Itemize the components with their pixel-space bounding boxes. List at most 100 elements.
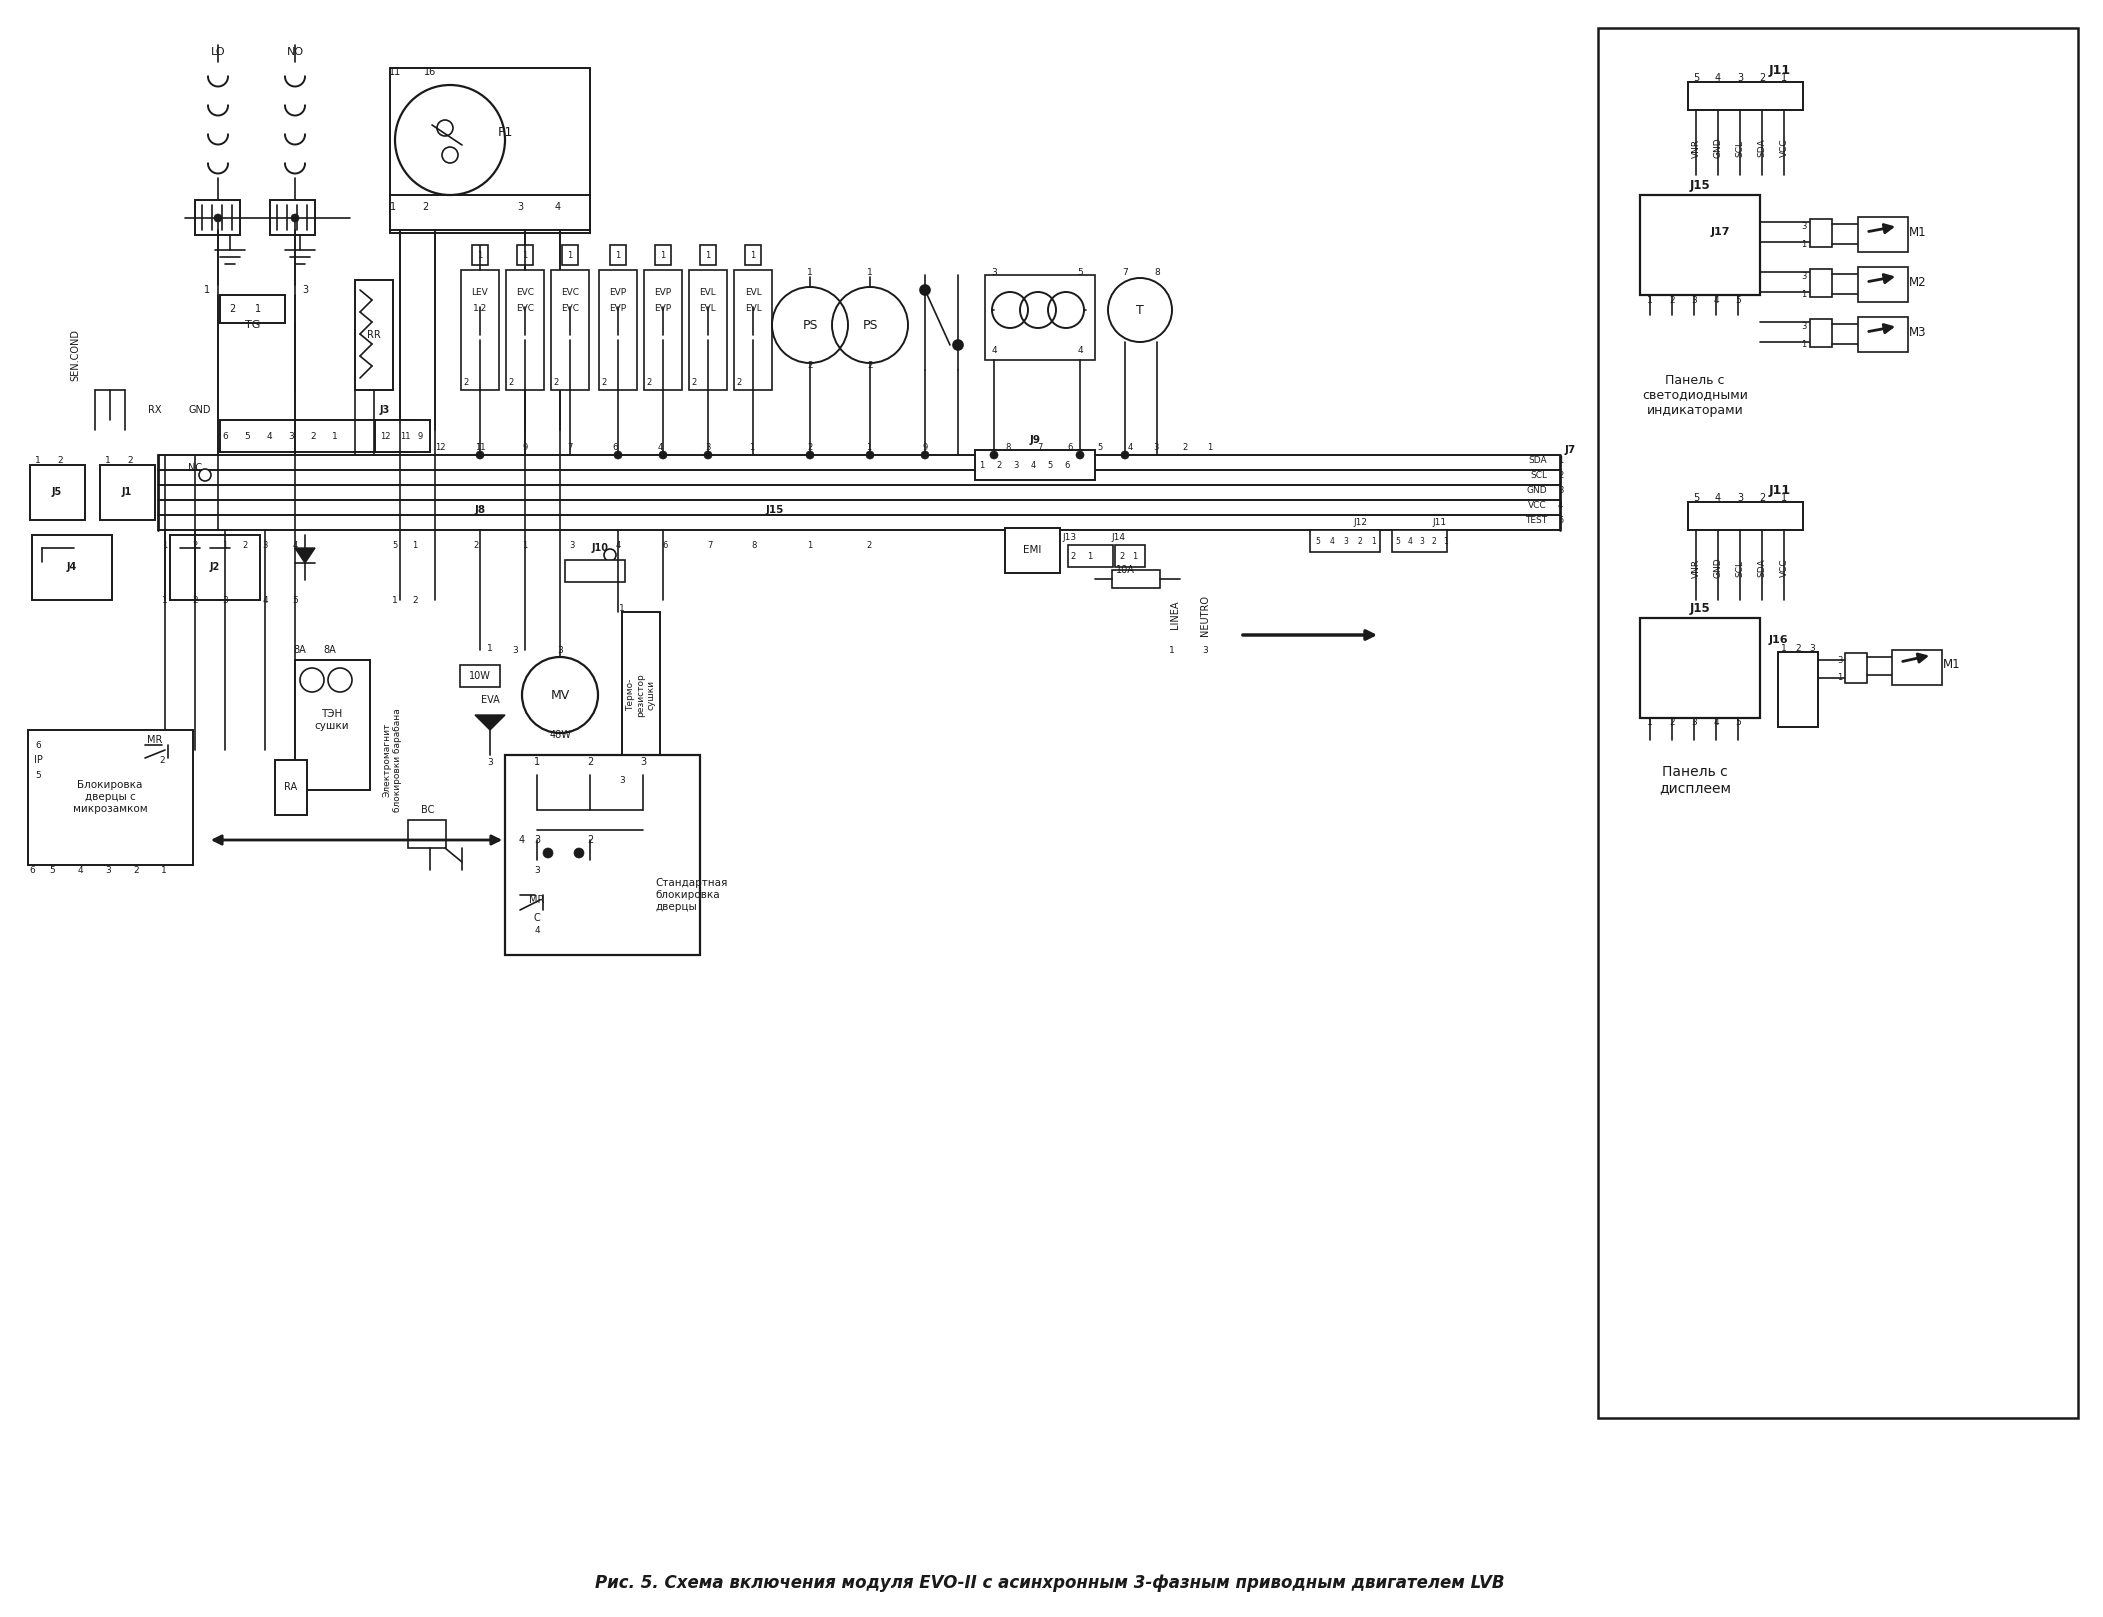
Text: M2: M2 <box>1910 275 1926 288</box>
Bar <box>32 535 111 600</box>
Text: 8A: 8A <box>324 645 336 655</box>
Text: 2: 2 <box>1670 296 1674 304</box>
Circle shape <box>200 469 210 480</box>
Text: 3: 3 <box>1420 537 1424 545</box>
Text: 3: 3 <box>534 865 540 875</box>
Text: 2: 2 <box>1670 718 1674 726</box>
Text: EVA: EVA <box>482 695 498 705</box>
Text: 4: 4 <box>267 432 271 440</box>
Text: GND: GND <box>189 404 210 416</box>
Bar <box>374 420 429 453</box>
Text: 2: 2 <box>736 377 742 386</box>
Text: EVL: EVL <box>700 288 717 296</box>
Circle shape <box>1121 451 1129 459</box>
Text: 3: 3 <box>1691 718 1697 726</box>
Text: 4: 4 <box>534 925 540 935</box>
Bar <box>976 450 1096 480</box>
Text: 6: 6 <box>612 443 618 451</box>
Text: 1: 1 <box>488 644 492 653</box>
Text: 1: 1 <box>749 443 755 451</box>
Circle shape <box>866 451 875 459</box>
Text: MR: MR <box>147 736 162 745</box>
Text: 4: 4 <box>1714 493 1720 503</box>
Bar <box>1777 652 1817 728</box>
Text: PS: PS <box>862 319 877 331</box>
Text: 5: 5 <box>1735 296 1741 304</box>
Text: 3: 3 <box>705 443 711 451</box>
Text: IP: IP <box>34 755 42 765</box>
Text: 6: 6 <box>29 865 36 875</box>
Bar <box>461 270 498 390</box>
Text: 2: 2 <box>692 377 696 386</box>
Text: M1: M1 <box>1910 225 1926 238</box>
Text: 1: 1 <box>477 251 482 259</box>
Text: 2: 2 <box>587 834 593 846</box>
Bar <box>389 68 591 233</box>
Circle shape <box>290 213 299 222</box>
Text: 4: 4 <box>991 346 997 354</box>
Circle shape <box>475 451 484 459</box>
Text: 1: 1 <box>1781 73 1788 82</box>
Text: 12: 12 <box>381 432 391 440</box>
Text: 1: 1 <box>36 456 40 464</box>
Bar <box>221 294 286 323</box>
Text: VNR: VNR <box>1691 558 1701 577</box>
Text: 5: 5 <box>1098 443 1102 451</box>
Text: 3: 3 <box>488 757 492 766</box>
Bar <box>408 820 446 847</box>
Bar <box>1112 571 1161 589</box>
Polygon shape <box>475 715 505 729</box>
Text: 2: 2 <box>473 540 479 550</box>
Text: 5: 5 <box>36 770 40 779</box>
Text: 3: 3 <box>517 202 524 212</box>
Text: 2: 2 <box>808 443 812 451</box>
Text: 10W: 10W <box>469 671 490 681</box>
Text: 8: 8 <box>751 540 757 550</box>
Text: 16: 16 <box>425 66 435 78</box>
Bar <box>196 201 240 234</box>
Text: SDA: SDA <box>1758 139 1767 157</box>
Text: 1: 1 <box>866 443 871 451</box>
Text: 2: 2 <box>57 456 63 464</box>
Text: SCL: SCL <box>1531 471 1548 480</box>
Text: Панель с
дисплеем: Панель с дисплеем <box>1659 765 1731 796</box>
Text: 2: 2 <box>423 202 429 212</box>
Text: 12: 12 <box>435 443 446 451</box>
Bar <box>551 270 589 390</box>
Text: 4: 4 <box>1714 73 1720 82</box>
Text: J17: J17 <box>1710 226 1731 238</box>
Bar <box>562 246 578 265</box>
Text: EVC: EVC <box>562 304 578 312</box>
Circle shape <box>658 451 667 459</box>
Text: 4: 4 <box>519 834 526 846</box>
Text: EVC: EVC <box>515 304 534 312</box>
Text: EVP: EVP <box>610 288 627 296</box>
Text: 2: 2 <box>587 757 593 766</box>
Text: 1: 1 <box>223 540 227 550</box>
Text: 8: 8 <box>1155 267 1161 277</box>
Text: GND: GND <box>1527 485 1548 495</box>
Bar <box>622 611 660 778</box>
Text: NEUTRO: NEUTRO <box>1201 595 1209 635</box>
Text: 2: 2 <box>808 361 814 370</box>
Text: 5: 5 <box>393 540 397 550</box>
Text: J9: J9 <box>1030 435 1041 445</box>
Bar <box>1005 529 1060 572</box>
Text: 1: 1 <box>1647 718 1653 726</box>
Text: BC: BC <box>421 805 435 815</box>
Text: 2: 2 <box>191 595 198 605</box>
Text: J10: J10 <box>591 543 608 553</box>
Text: M1: M1 <box>1943 658 1960 671</box>
Text: Электромагнит
блокировки барабана: Электромагнит блокировки барабана <box>383 708 402 812</box>
Text: C: C <box>534 914 540 923</box>
Text: 2: 2 <box>553 377 559 386</box>
Text: 1: 1 <box>204 285 210 294</box>
Circle shape <box>604 550 616 561</box>
Polygon shape <box>559 335 580 353</box>
Text: 2: 2 <box>1182 443 1188 451</box>
Text: EVP: EVP <box>654 304 671 312</box>
Text: SDA: SDA <box>1758 559 1767 577</box>
Circle shape <box>614 451 622 459</box>
Text: 4: 4 <box>1077 346 1083 354</box>
Text: 2: 2 <box>1558 471 1563 480</box>
